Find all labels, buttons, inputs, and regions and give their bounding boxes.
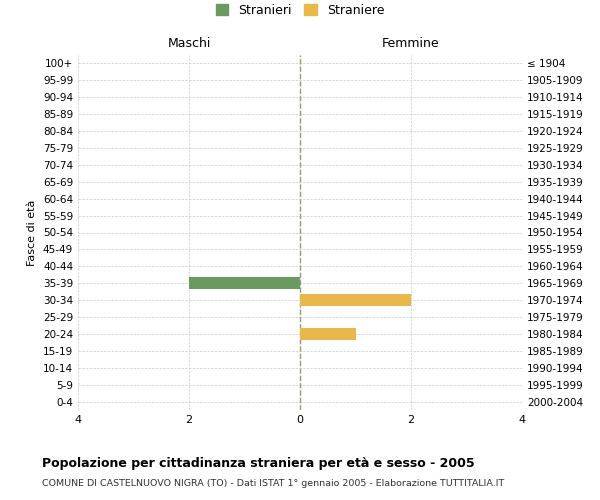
Bar [300, 294, 411, 306]
Text: COMUNE DI CASTELNUOVO NIGRA (TO) - Dati ISTAT 1° gennaio 2005 - Elaborazione TUT: COMUNE DI CASTELNUOVO NIGRA (TO) - Dati … [42, 479, 504, 488]
Y-axis label: Fasce di età: Fasce di età [28, 200, 37, 266]
Legend: Stranieri, Straniere: Stranieri, Straniere [213, 1, 387, 19]
Text: Popolazione per cittadinanza straniera per età e sesso - 2005: Popolazione per cittadinanza straniera p… [42, 458, 475, 470]
Bar [189, 277, 300, 289]
Bar [300, 328, 355, 340]
